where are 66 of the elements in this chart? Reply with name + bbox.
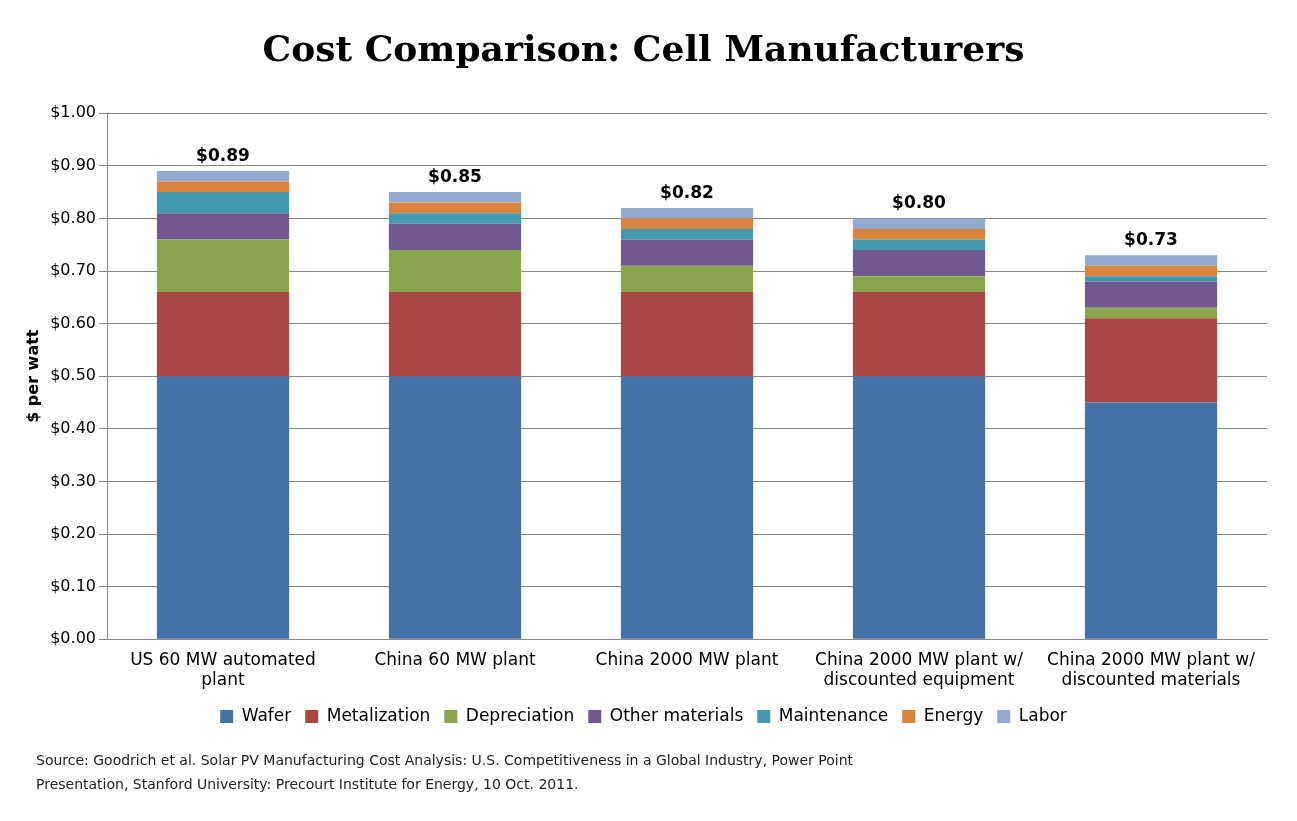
total-label: $0.85 (428, 166, 482, 187)
total-label: $0.73 (1124, 229, 1178, 250)
bar (156, 171, 290, 182)
source-note: Source: Goodrich et al. Solar PV Manufacturing Cost Analysis: U.S. Competitiveness in a Global Industry, Power Point Presentation, Stanford University: Precourt Institute for Energy, 10 Oct. 2011. (36, 751, 855, 794)
bar (852, 239, 986, 250)
legend-label: Wafer (241, 704, 292, 725)
bar (1084, 276, 1218, 282)
bar (156, 213, 290, 240)
bar (620, 207, 754, 219)
bar (1084, 265, 1218, 277)
bar (620, 292, 754, 377)
legend-label: Labor (1018, 704, 1067, 725)
bar (388, 292, 522, 377)
bar (1084, 318, 1218, 403)
legend-label: Depreciation (465, 704, 575, 725)
bar (388, 202, 522, 214)
bar (388, 249, 522, 293)
y-tick-label: $0.00 (50, 628, 96, 648)
bar (1084, 255, 1218, 266)
y-tick-label: $0.50 (50, 365, 96, 385)
bar (156, 292, 290, 377)
x-tick-label: China 2000 MW plant w/ discounted materials (1047, 648, 1256, 690)
bar (852, 218, 986, 229)
legend-label: Metalization (326, 704, 431, 725)
bar (852, 276, 986, 293)
bar (852, 376, 986, 639)
bar (1084, 402, 1218, 639)
y-tick-label: $0.40 (50, 417, 96, 437)
bar (620, 228, 754, 240)
bar (156, 239, 290, 293)
y-tick-label: $1.00 (50, 102, 96, 122)
bar (388, 223, 522, 250)
y-tick-label: $0.20 (50, 523, 96, 543)
bar (852, 292, 986, 377)
y-tick-label: $0.90 (50, 154, 96, 174)
total-label: $0.89 (196, 144, 250, 165)
bar (620, 265, 754, 293)
bar (1084, 281, 1218, 308)
x-tick-label: China 60 MW plant (374, 648, 536, 669)
bar (388, 213, 522, 224)
bar (852, 228, 986, 240)
y-tick-label: $0.80 (50, 207, 96, 227)
y-tick-label: $0.70 (50, 260, 96, 280)
bar (620, 239, 754, 266)
y-tick-label: $0.60 (50, 312, 96, 332)
chart-title: Cost Comparison: Cell Manufacturers (262, 26, 1025, 69)
bar (388, 192, 522, 203)
bar (620, 376, 754, 639)
bar (156, 181, 290, 193)
bar (156, 192, 290, 214)
bar (156, 376, 290, 639)
total-label: $0.82 (660, 181, 714, 202)
x-tick-label: China 2000 MW plant (595, 648, 779, 669)
bar (388, 376, 522, 639)
y-tick-label: $0.10 (50, 575, 96, 595)
y-tick-label: $0.30 (50, 470, 96, 490)
bar (1084, 307, 1218, 319)
legend-label: Maintenance (778, 704, 889, 725)
legend-label: Energy (923, 704, 984, 725)
legend-label: Other materials (609, 704, 744, 725)
bar (852, 249, 986, 277)
total-label: $0.80 (892, 192, 947, 213)
y-axis-title: $ per watt (22, 329, 42, 423)
x-tick-label: US 60 MW automated plant (130, 648, 316, 690)
x-tick-label: China 2000 MW plant w/ discounted equipment (815, 648, 1024, 690)
bar (620, 218, 754, 229)
